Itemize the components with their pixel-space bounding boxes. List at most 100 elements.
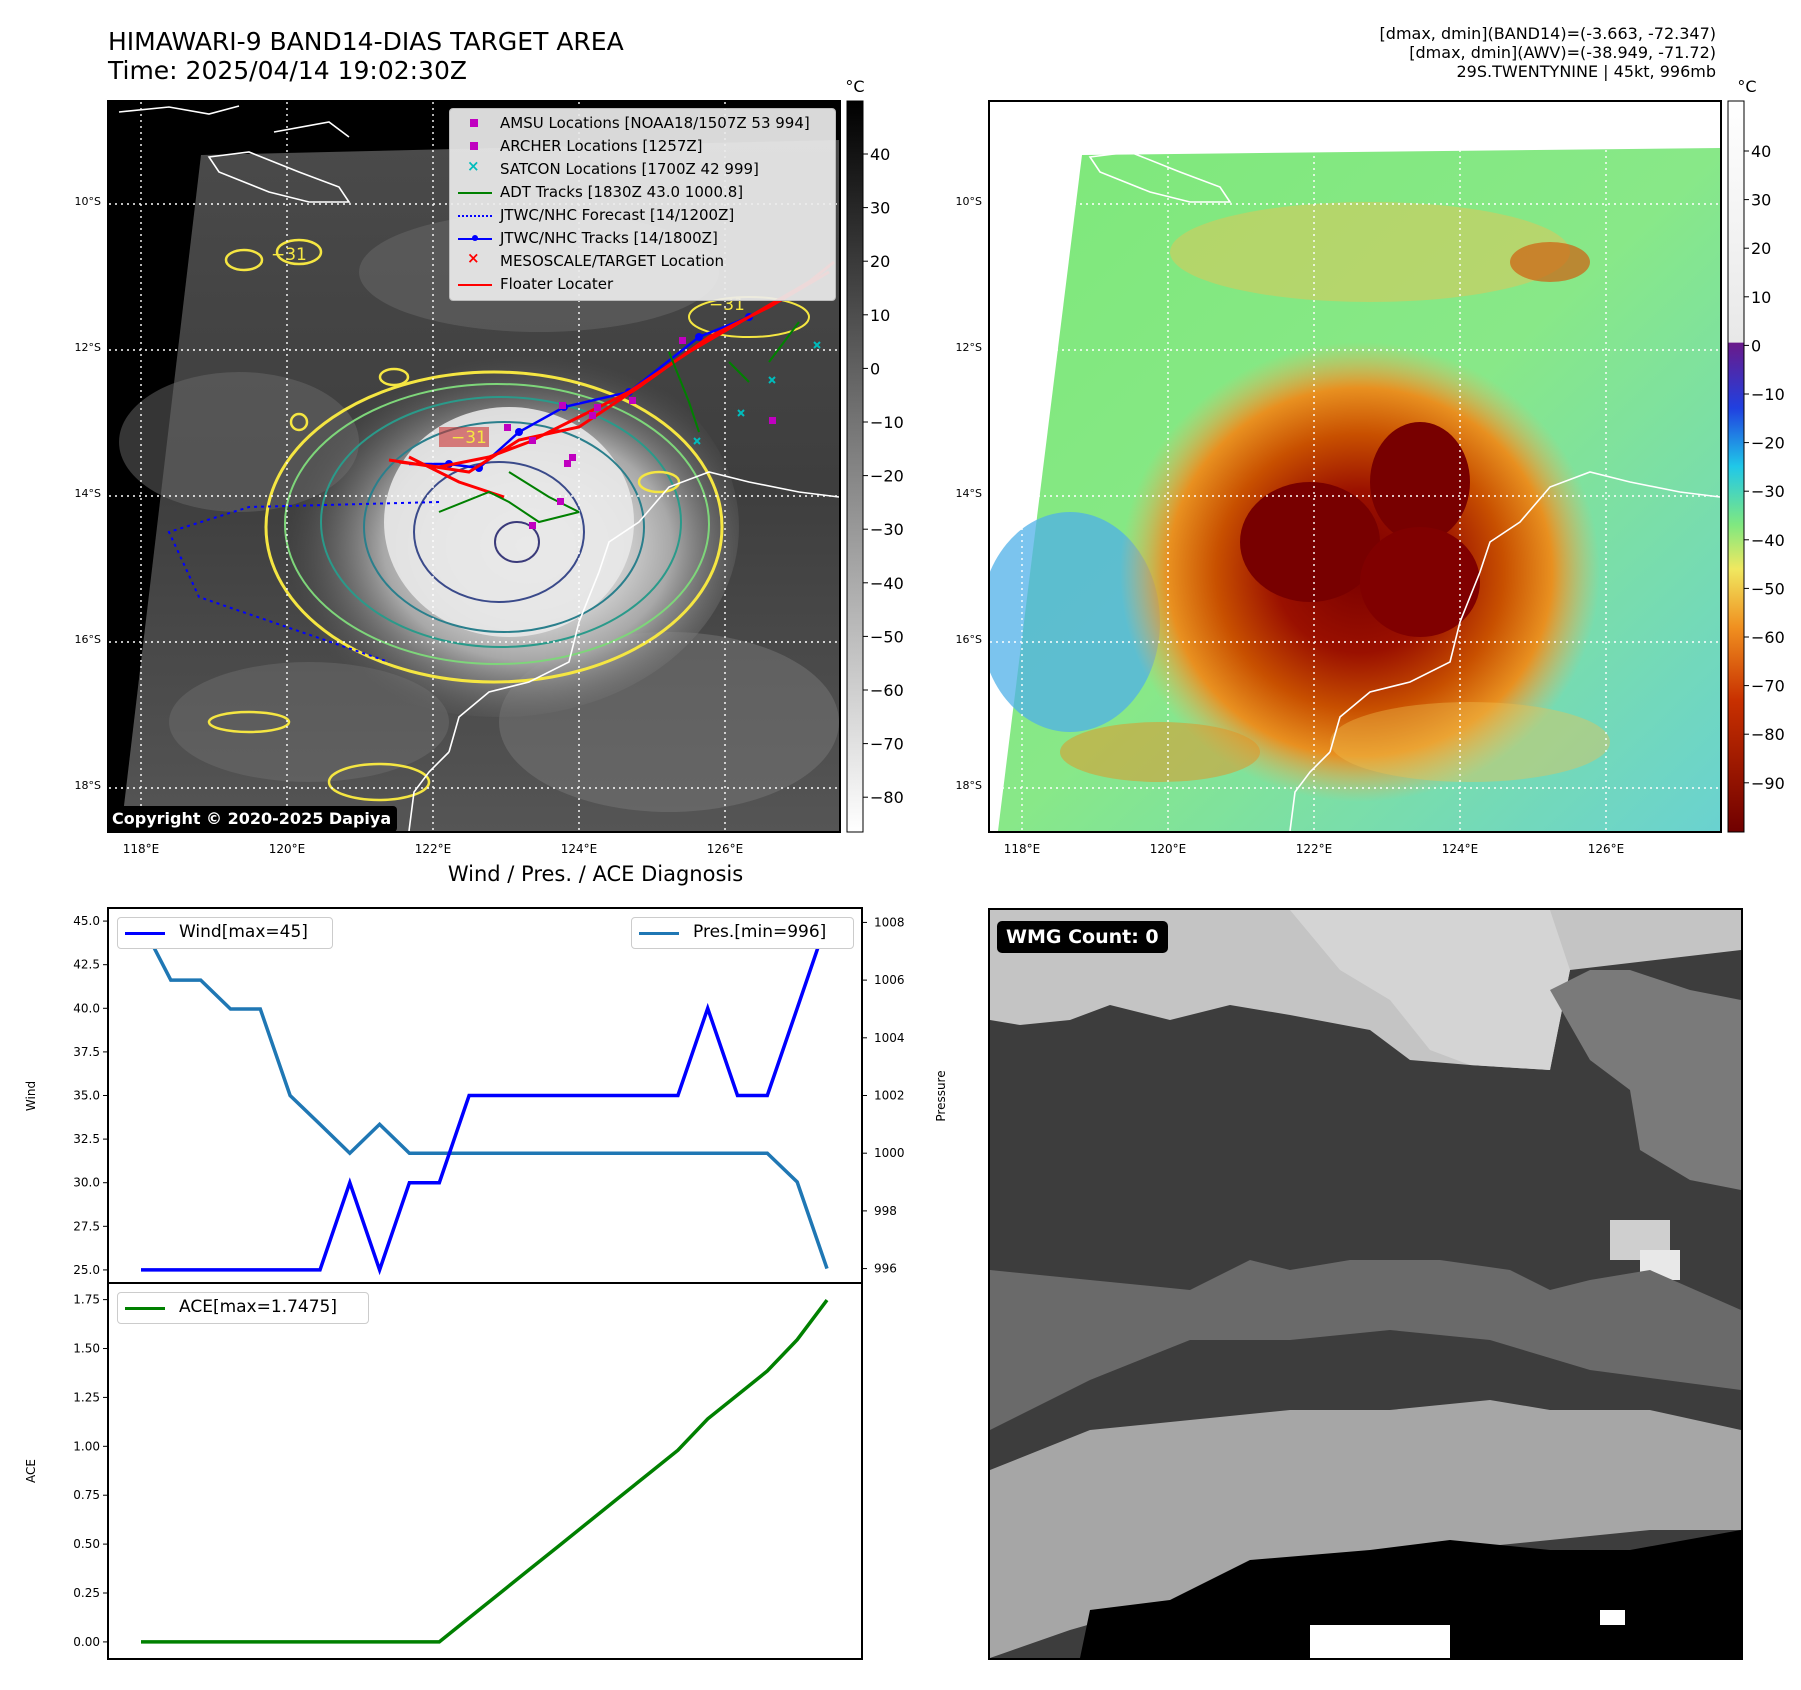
wind-series-line <box>141 920 829 1276</box>
square-marker-icon <box>470 119 478 127</box>
ace-tick: 0.50 <box>73 1537 100 1551</box>
awv-colorbar: °C 40 30 20 10 0 −10 −20 −30 −40 −50 −60 −70 −80 −90 <box>1727 77 1785 833</box>
line-marker-icon <box>458 192 492 194</box>
figure-title: HIMAWARI-9 BAND14-DIAS TARGET AREA Time:… <box>108 27 624 85</box>
diagnosis-title: Wind / Pres. / ACE Diagnosis <box>447 862 744 886</box>
colorbar-tick: −20 <box>870 467 904 486</box>
colorbar-tick: −70 <box>1751 677 1785 696</box>
colorbar-unit: °C <box>1737 77 1756 96</box>
contour-label: −31 <box>451 428 487 448</box>
wind-line-icon <box>125 932 165 935</box>
colorbar-tick: 0 <box>870 359 880 378</box>
lat-tick: 16°S <box>956 633 982 646</box>
stats-block: [dmax, dmin](BAND14)=(-3.663, -72.347) [… <box>1380 24 1716 81</box>
pressure-tick: 996 <box>874 1262 897 1276</box>
wind-tick: 30.0 <box>73 1176 100 1190</box>
colorbar-tick: −40 <box>1751 531 1785 550</box>
colorbar-tick: −50 <box>1751 579 1785 598</box>
wind-tick: 45.0 <box>73 914 100 928</box>
wind-tick: 27.5 <box>73 1219 100 1233</box>
lat-tick: 14°S <box>956 487 982 500</box>
lon-tick: 118°E <box>1004 842 1041 856</box>
wind-legend: Wind[max=45] <box>117 917 333 949</box>
pressure-series-line <box>139 921 829 1270</box>
colorbar-tick: −10 <box>1751 385 1785 404</box>
lat-tick: 16°S <box>75 633 101 646</box>
line-marker-icon <box>458 284 492 286</box>
lat-tick: 14°S <box>75 487 101 500</box>
wind-tick: 32.5 <box>73 1132 100 1146</box>
lon-tick: 126°E <box>707 842 744 856</box>
lat-tick: 10°S <box>956 195 982 208</box>
colorbar-tick: −60 <box>1751 628 1785 647</box>
map-overlay: −31 −31 −31 <box>109 102 839 831</box>
dotted-line-icon <box>458 215 492 217</box>
wind-tick: 42.5 <box>73 958 100 972</box>
awv-imagery <box>990 102 1720 831</box>
ace-line-icon <box>125 1307 165 1310</box>
lon-tick: 124°E <box>1442 842 1479 856</box>
colorbar-tick: 30 <box>870 199 890 218</box>
ace-axis-label: ACE <box>24 1459 38 1483</box>
ace-tick: 1.00 <box>73 1439 100 1453</box>
colorbar-tick: 10 <box>1751 288 1771 307</box>
ace-series-line <box>141 1299 829 1644</box>
colorbar-tick: −20 <box>1751 434 1785 453</box>
pressure-tick: 998 <box>874 1204 897 1218</box>
colorbar-tick: −10 <box>870 413 904 432</box>
wind-tick: 40.0 <box>73 1001 100 1015</box>
ace-tick: 0.25 <box>73 1586 100 1600</box>
stats-line: [dmax, dmin](BAND14)=(-3.663, -72.347) <box>1379 24 1716 43</box>
ace-tick: 0.75 <box>73 1488 100 1502</box>
colorbar-tick: −90 <box>1751 774 1785 793</box>
wind-tick: 25.0 <box>73 1263 100 1277</box>
colorbar-tick: 20 <box>1751 239 1771 258</box>
lon-tick: 122°E <box>415 842 452 856</box>
colorbar-tick: −50 <box>870 627 904 646</box>
pressure-legend: Pres.[min=996] <box>631 917 854 949</box>
stats-line: 29S.TWENTYNINE | 45kt, 996mb <box>1456 62 1717 81</box>
colorbar-tick: 40 <box>870 145 890 164</box>
x-marker-icon: × <box>467 157 480 175</box>
colorbar-tick: −30 <box>1751 482 1785 501</box>
wmg-imagery <box>990 910 1741 1658</box>
lat-tick: 12°S <box>75 341 101 354</box>
ir-colorbar: °C 40 30 20 10 0 −10 −20 −30 −40 −50 −60 −70 −80 <box>845 77 904 833</box>
lon-tick: 126°E <box>1588 842 1625 856</box>
lon-tick: 118°E <box>123 842 160 856</box>
ace-tick: 1.50 <box>73 1342 100 1356</box>
pressure-tick: 1004 <box>874 1031 905 1045</box>
map-axis-labels: 10°S 12°S 14°S 16°S 18°S 10°S 12°S 14°S … <box>75 195 1625 856</box>
pressure-tick: 1002 <box>874 1089 905 1103</box>
ace-tick: 1.75 <box>73 1293 100 1307</box>
map-legend: AMSU Locations [NOAA18/1507Z 53 994] ARC… <box>449 108 836 301</box>
wmg-count-badge: WMG Count: 0 <box>997 921 1168 953</box>
colorbar-tick: −80 <box>1751 725 1785 744</box>
awv-map <box>988 100 1722 833</box>
pressure-tick: 1008 <box>874 915 905 929</box>
colorbar-tick: −60 <box>870 681 904 700</box>
lon-tick: 124°E <box>561 842 598 856</box>
lat-tick: 18°S <box>75 779 101 792</box>
band14-map: −31 −31 −31 AMSU Locations [NOAA18/1507Z… <box>107 100 841 833</box>
colorbar-tick: −40 <box>870 574 904 593</box>
square-marker-icon <box>470 142 478 150</box>
wind-axis-label: Wind <box>24 1081 38 1111</box>
ace-tick: 1.25 <box>73 1390 100 1404</box>
copyright-badge: Copyright © 2020-2025 Dapiya <box>108 806 398 832</box>
wind-tick: 37.5 <box>73 1045 100 1059</box>
colorbar-tick: −30 <box>870 520 904 539</box>
colorbar-tick: 40 <box>1751 142 1771 161</box>
pressure-tick: 1006 <box>874 973 905 987</box>
wind-tick: 35.0 <box>73 1089 100 1103</box>
stats-line: [dmax, dmin](AWV)=(-38.949, -71.72) <box>1409 43 1716 62</box>
lon-tick: 120°E <box>1150 842 1187 856</box>
ace-legend: ACE[max=1.7475] <box>117 1292 369 1324</box>
colorbar-tick: 20 <box>870 252 890 271</box>
x-marker-icon: × <box>467 249 480 267</box>
ace-axes <box>107 1282 863 1660</box>
lat-tick: 18°S <box>956 779 982 792</box>
colorbar-tick: 10 <box>870 306 890 325</box>
pressure-tick: 1000 <box>874 1146 905 1160</box>
